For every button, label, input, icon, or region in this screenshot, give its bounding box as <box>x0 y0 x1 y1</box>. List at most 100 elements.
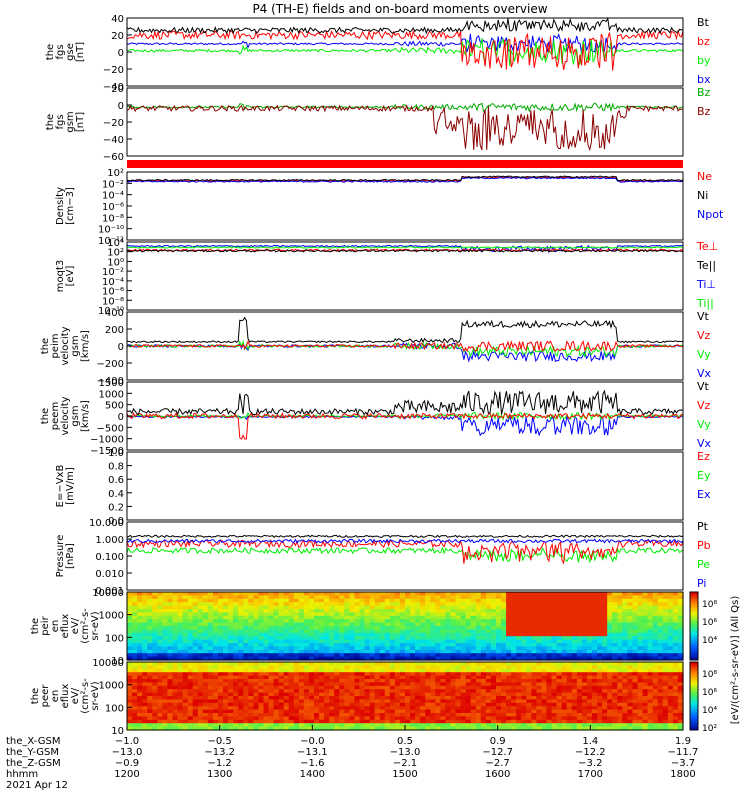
heatmap-cell <box>132 679 138 683</box>
heatmap-cell <box>541 592 548 596</box>
heatmap-cell <box>202 696 209 700</box>
heatmap-cell <box>298 685 305 690</box>
heatmap-cell <box>192 595 199 600</box>
heatmap-cell <box>587 675 593 680</box>
heatmap-cell <box>647 706 654 711</box>
heatmap-cell <box>298 598 305 603</box>
heatmap-cell <box>212 709 219 714</box>
heatmap-cell <box>612 696 618 700</box>
heatmap-cell <box>551 653 558 658</box>
heatmap-cell <box>597 716 603 721</box>
heatmap-cell <box>521 668 527 673</box>
heatmap-cell <box>207 619 214 624</box>
heatmap-cell <box>592 696 598 700</box>
heatmap-cell <box>516 622 522 627</box>
heatmap-cell <box>516 699 522 704</box>
heatmap-cell <box>273 696 280 700</box>
colorbar-cell <box>690 614 698 618</box>
colorbar-cell <box>690 644 698 647</box>
heatmap-cell <box>137 636 143 641</box>
heatmap-cell <box>536 636 543 641</box>
heatmap-cell <box>677 632 684 637</box>
heatmap-cell <box>399 619 406 624</box>
heatmap-cell <box>364 696 371 700</box>
heatmap-cell <box>324 668 330 673</box>
heatmap-cell <box>410 679 416 683</box>
heatmap-cell <box>556 719 563 724</box>
heatmap-cell <box>410 605 416 610</box>
heatmap-cell <box>334 619 340 624</box>
heatmap-cell <box>389 719 396 724</box>
heatmap-cell <box>496 612 502 617</box>
heatmap-cell <box>339 653 345 658</box>
heatmap-cell <box>344 605 350 610</box>
heatmap-cell <box>344 696 350 700</box>
heatmap-cell <box>460 636 467 641</box>
heatmap-cell <box>521 726 527 731</box>
heatmap-cell <box>440 689 447 694</box>
heatmap-cell <box>324 719 330 724</box>
heatmap-cell <box>228 672 234 677</box>
heatmap-cell <box>662 719 669 724</box>
heatmap-cell <box>536 612 543 617</box>
heatmap-cell <box>127 646 133 651</box>
heatmap-cell <box>283 592 290 596</box>
heatmap-cell <box>142 726 148 731</box>
legend-entry: Vt <box>697 310 710 323</box>
heatmap-cell <box>162 598 169 603</box>
heatmap-cell <box>637 709 644 714</box>
heatmap-cell <box>536 592 543 596</box>
heatmap-cell <box>415 622 421 627</box>
heatmap-cell <box>571 719 578 724</box>
heatmap-cell <box>142 602 148 607</box>
heatmap-cell <box>374 682 381 687</box>
heatmap-cell <box>197 689 204 694</box>
y-axis-label: (cm²-s- <box>80 678 91 714</box>
heatmap-cell <box>298 656 305 661</box>
heatmap-cell <box>359 696 366 700</box>
heatmap-cell <box>142 682 148 687</box>
heatmap-cell <box>546 619 553 624</box>
heatmap-cell <box>314 672 320 677</box>
colorbar-cell <box>690 623 698 627</box>
heatmap-cell <box>617 689 623 694</box>
legend-entry: Te⊥ <box>696 240 718 253</box>
colorbar-cell <box>690 668 698 672</box>
heatmap-cell <box>309 675 315 680</box>
heatmap-cell <box>485 689 492 694</box>
heatmap-cell <box>672 605 679 610</box>
heatmap-cell <box>622 602 628 607</box>
heatmap-cell <box>157 702 163 707</box>
heatmap-cell <box>501 706 507 711</box>
heatmap-cell <box>576 675 583 680</box>
heatmap-cell <box>465 592 472 596</box>
heatmap-cell <box>475 726 482 731</box>
heatmap-cell <box>531 636 538 641</box>
heatmap-cell <box>324 636 330 641</box>
heatmap-cell <box>152 662 158 666</box>
heatmap-cell <box>142 716 148 721</box>
heatmap-cell <box>677 649 684 654</box>
heatmap-cell <box>394 685 401 690</box>
heatmap-cell <box>592 636 598 641</box>
series-line-p4-s0 <box>126 316 684 344</box>
heatmap-cell <box>298 615 305 620</box>
heatmap-cell <box>324 619 330 624</box>
heatmap-cell <box>253 702 260 707</box>
heatmap-cell <box>667 629 674 634</box>
heatmap-cell <box>319 696 325 700</box>
heatmap-cell <box>475 649 482 654</box>
heatmap-cell <box>339 632 345 637</box>
heatmap-cell <box>359 692 366 697</box>
y-tick-label: 0 <box>118 101 124 112</box>
heatmap-cell <box>667 682 674 687</box>
heatmap-cell <box>460 643 467 647</box>
heatmap-cell <box>652 679 659 683</box>
y-axis-label: the <box>45 44 56 60</box>
heatmap-cell <box>374 643 381 647</box>
heatmap-cell <box>652 665 659 670</box>
heatmap-cell <box>177 598 184 603</box>
heatmap-cell <box>207 679 214 683</box>
heatmap-cell <box>399 622 406 627</box>
heatmap-cell <box>132 726 138 731</box>
